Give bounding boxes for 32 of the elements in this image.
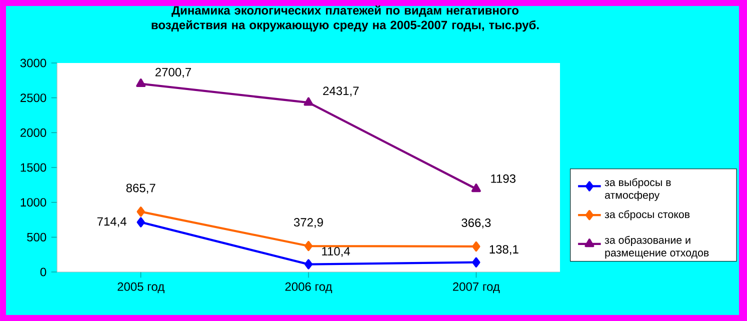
point <box>472 257 480 268</box>
x-tick-label: 2007 год <box>452 282 500 294</box>
y-tick-label: 2000 <box>20 128 46 137</box>
y-tick-label: 1500 <box>20 163 46 172</box>
point <box>136 78 146 88</box>
legend-label: за образование и размещение отходов <box>604 236 709 259</box>
data-label: 110,4 <box>322 247 350 257</box>
data-label: 1193 <box>491 174 516 183</box>
data-label: 2431,7 <box>323 86 359 97</box>
x-tick-label: 2006 год <box>285 282 332 294</box>
data-label: 366,3 <box>462 218 491 228</box>
y-tick-label: 2500 <box>20 94 46 102</box>
y-tick-label: 0 <box>40 268 46 276</box>
point <box>471 184 481 192</box>
data-label: 714,4 <box>97 217 126 228</box>
point <box>472 241 480 252</box>
point <box>136 206 145 217</box>
legend-label: за сбросы стоков <box>604 210 690 220</box>
data-label: 138,1 <box>490 245 518 255</box>
y-tick-label: 1000 <box>20 198 46 207</box>
x-tick-label: 2005 год <box>118 282 164 294</box>
point <box>304 240 313 252</box>
y-tick-label: 3000 <box>20 58 46 68</box>
data-label: 865,7 <box>126 184 156 194</box>
point <box>304 259 313 270</box>
point <box>136 217 145 228</box>
data-label: 2700,7 <box>155 68 191 78</box>
data-label: 372,9 <box>294 218 323 228</box>
y-tick-label: 500 <box>27 232 46 242</box>
chart-title: Динамика экологических платежей по видам негативного воздействия на окружающую среду на 2005-2007 годы, тыс.руб. <box>152 6 539 32</box>
point <box>304 97 314 106</box>
legend-label: за выбросы в атмосферу <box>604 178 671 201</box>
